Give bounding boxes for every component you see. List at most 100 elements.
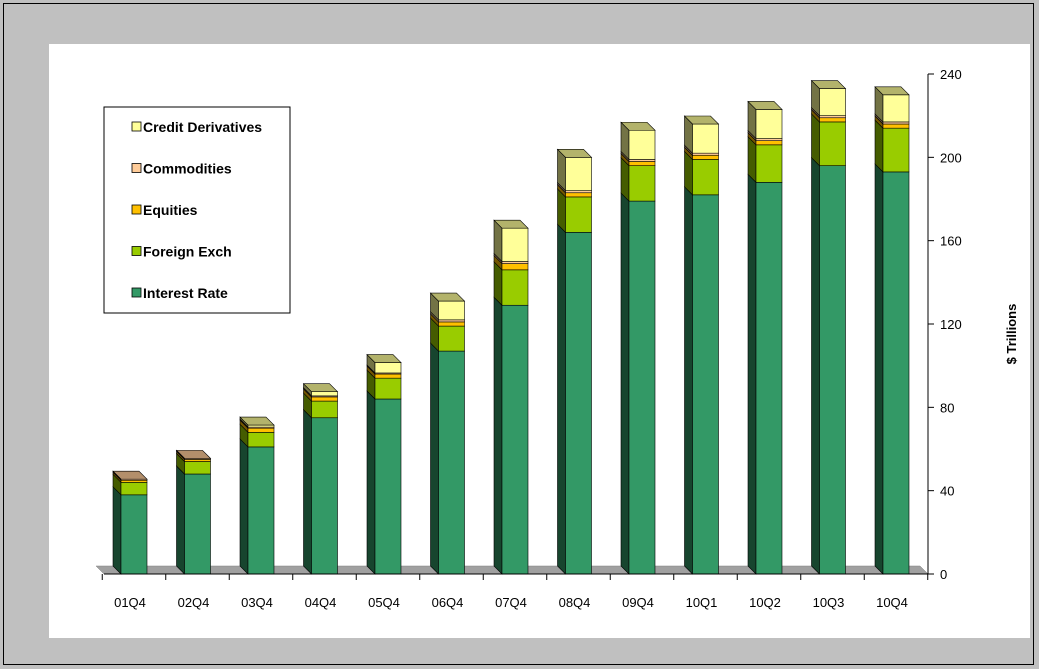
bar-06Q4-foreign-exch — [438, 325, 465, 352]
bar-10Q4-foreign-exch — [882, 127, 910, 173]
y-tick-label: 240 — [940, 67, 962, 82]
x-tick-label: 05Q4 — [368, 595, 400, 610]
legend-swatch-interest-rate — [131, 287, 142, 298]
x-tick-label: 10Q3 — [813, 595, 845, 610]
legend-swatch-commodities — [131, 163, 142, 173]
bar-04Q4-credit-derivatives — [311, 391, 338, 397]
bar-05Q4-credit-derivatives — [374, 362, 402, 374]
legend-label-interest-rate: Interest Rate — [143, 285, 228, 301]
bar-side-10Q2-0 — [747, 173, 757, 575]
bar-10Q1-equities — [692, 154, 719, 160]
bar-06Q4-commodities — [438, 319, 465, 323]
x-tick-label: 03Q4 — [241, 595, 273, 610]
y-tick-label: 0 — [940, 567, 947, 582]
bar-side-05Q4-0 — [366, 390, 376, 575]
bar-side-06Q4-0 — [430, 342, 439, 575]
bar-04Q4-interest-rate — [311, 417, 338, 575]
legend-label-equities: Equities — [143, 202, 198, 218]
bar-06Q4-credit-derivatives — [438, 300, 465, 321]
bar-10Q1-credit-derivatives — [692, 123, 719, 154]
bar-top-10Q2 — [747, 101, 783, 110]
bar-top-05Q4 — [366, 354, 402, 363]
bar-04Q4-foreign-exch — [311, 400, 338, 419]
bar-08Q4-commodities — [565, 190, 592, 194]
y-tick-label: 40 — [940, 484, 954, 499]
bar-01Q4-foreign-exch — [120, 482, 148, 496]
bar-side-10Q3-1 — [811, 113, 820, 167]
bar-10Q2-credit-derivatives — [755, 109, 783, 139]
bar-side-02Q4-0 — [176, 465, 185, 575]
bar-07Q4-foreign-exch — [501, 269, 529, 306]
bar-05Q4-interest-rate — [374, 398, 402, 575]
bar-02Q4-interest-rate — [184, 473, 211, 575]
bar-10Q4-commodities — [882, 121, 910, 125]
bar-09Q4-commodities — [628, 159, 656, 162]
bar-top-04Q4 — [302, 383, 339, 393]
bar-top-07Q4 — [493, 219, 529, 229]
bar-10Q4-equities — [882, 123, 910, 129]
bar-side-01Q4-4 — [112, 470, 122, 480]
bar-side-07Q4-0 — [493, 296, 503, 575]
bar-02Q4-equities — [184, 459, 211, 462]
bar-side-08Q4-0 — [557, 223, 566, 575]
bar-01Q4-interest-rate — [120, 494, 148, 575]
y-tick-label: 120 — [940, 317, 962, 332]
x-tick-label: 07Q4 — [495, 595, 527, 610]
bar-08Q4-credit-derivatives — [565, 157, 592, 191]
x-tick-label: 04Q4 — [305, 595, 337, 610]
y-axis-title: $ Trillions — [1004, 304, 1019, 365]
bar-05Q4-equities — [374, 373, 402, 379]
x-tick-label: 06Q4 — [432, 595, 464, 610]
legend-swatch-credit-derivatives — [131, 121, 142, 132]
bar-side-10Q3-0 — [811, 156, 820, 575]
bar-side-03Q4-0 — [239, 438, 249, 575]
bar-10Q2-equities — [755, 140, 783, 146]
x-tick-label: 02Q4 — [178, 595, 210, 610]
bar-side-10Q1-0 — [684, 186, 693, 575]
bar-10Q3-commodities — [819, 115, 846, 119]
legend-label-credit-derivatives: Credit Derivatives — [143, 119, 262, 135]
chart-frame: 01Q4 02Q4 03Q4 04Q4 05Q4 06Q4 07Q4 08Q4 09Q4 10Q1… — [3, 3, 1034, 665]
bar-09Q4-interest-rate — [628, 200, 656, 575]
legend-label-foreign-exch: Foreign Exch — [143, 244, 232, 260]
bar-10Q3-interest-rate — [819, 165, 846, 575]
bar-03Q4-credit-derivatives — [247, 424, 275, 428]
bar-07Q4-equities — [501, 263, 529, 271]
bar-side-10Q4-1 — [874, 119, 884, 173]
x-tick-label: 10Q2 — [749, 595, 781, 610]
bar-10Q1-commodities — [692, 152, 719, 156]
bar-side-09Q4-0 — [620, 192, 630, 575]
bar-04Q4-equities — [311, 396, 338, 402]
bar-07Q4-commodities — [501, 261, 529, 264]
y-tick-label: 200 — [940, 150, 962, 165]
bar-10Q2-foreign-exch — [755, 144, 783, 183]
bar-10Q1-foreign-exch — [692, 159, 719, 196]
bar-03Q4-foreign-exch — [247, 432, 275, 448]
bar-side-01Q4-0 — [112, 486, 122, 575]
bar-10Q2-commodities — [755, 138, 783, 141]
chart-svg: 01Q4 02Q4 03Q4 04Q4 05Q4 06Q4 07Q4 08Q4 09Q4 10Q1… — [95, 67, 1019, 610]
bar-10Q2-interest-rate — [755, 182, 783, 575]
bar-08Q4-interest-rate — [565, 232, 592, 575]
bar-07Q4-credit-derivatives — [501, 227, 529, 262]
bar-top-08Q4 — [556, 149, 593, 158]
bar-01Q4-equities — [120, 479, 148, 483]
x-tick-label: 01Q4 — [114, 595, 146, 610]
bar-06Q4-equities — [438, 321, 465, 327]
bar-top-06Q4 — [429, 292, 466, 302]
bar-top-10Q4 — [874, 86, 910, 96]
x-tick-label: 10Q4 — [876, 595, 908, 610]
bar-side-10Q4-0 — [874, 163, 884, 575]
bar-10Q3-credit-derivatives — [819, 88, 846, 116]
bar-09Q4-foreign-exch — [628, 165, 656, 202]
bar-side-04Q4-0 — [303, 409, 312, 575]
bar-10Q1-interest-rate — [692, 194, 719, 575]
legend-label-commodities: Commodities — [143, 161, 232, 177]
y-tick-label: 80 — [940, 400, 954, 415]
x-tick-label: 09Q4 — [622, 595, 654, 610]
legend-swatch-equities — [131, 204, 142, 215]
bar-top-09Q4 — [620, 121, 656, 131]
bar-top-10Q1 — [683, 115, 720, 125]
bar-08Q4-equities — [565, 192, 592, 198]
bar-03Q4-interest-rate — [247, 446, 275, 575]
